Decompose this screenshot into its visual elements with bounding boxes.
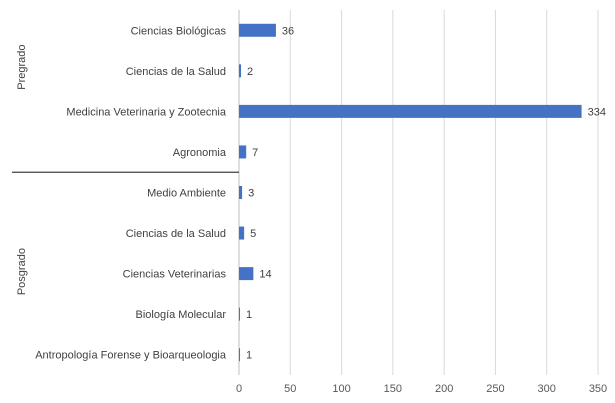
bar xyxy=(239,104,582,118)
data-label: 5 xyxy=(250,228,256,240)
gridlines xyxy=(238,10,599,375)
x-tick-label: 50 xyxy=(284,383,296,395)
category-label: Agronomia xyxy=(173,147,227,159)
x-tick-label: 300 xyxy=(538,383,556,395)
bars xyxy=(239,23,582,362)
x-tick-label: 350 xyxy=(589,383,607,395)
category-label: Ciencias Biológicas xyxy=(131,25,227,37)
group-label: Posgrado xyxy=(16,248,28,295)
data-label: 1 xyxy=(246,350,252,362)
category-label: Ciencias de la Salud xyxy=(126,66,226,78)
bar xyxy=(239,267,254,281)
category-label: Antropología Forense y Bioarqueologia xyxy=(35,350,227,362)
data-label: 14 xyxy=(259,269,271,281)
labels: 0 50 100 150 200 250 300 350 Ciencias Biológicas… xyxy=(12,25,607,395)
bar xyxy=(239,64,242,78)
category-label: Medio Ambiente xyxy=(147,188,226,200)
category-label: Biología Molecular xyxy=(136,309,227,321)
data-label: 2 xyxy=(247,66,253,78)
bar xyxy=(239,23,276,37)
data-label: 7 xyxy=(252,147,258,159)
category-label: Ciencias de la Salud xyxy=(126,228,226,240)
data-label: 3 xyxy=(248,188,254,200)
x-tick-label: 100 xyxy=(332,383,350,395)
x-tick-label: 150 xyxy=(384,383,402,395)
x-tick-label: 200 xyxy=(435,383,453,395)
category-label: Ciencias Veterinarias xyxy=(123,269,227,281)
data-label: 1 xyxy=(246,309,252,321)
group-label: Pregrado xyxy=(16,44,28,89)
category-label: Medicina Veterinaria y Zootecnia xyxy=(66,106,226,118)
bar xyxy=(239,186,243,199)
data-label: 36 xyxy=(282,25,294,37)
bar xyxy=(239,226,245,240)
bar xyxy=(239,307,241,321)
bar xyxy=(239,348,241,362)
x-tick-label: 250 xyxy=(486,383,504,395)
bar xyxy=(239,145,247,159)
data-label: 334 xyxy=(588,106,606,118)
x-tick-label: 0 xyxy=(236,383,242,395)
